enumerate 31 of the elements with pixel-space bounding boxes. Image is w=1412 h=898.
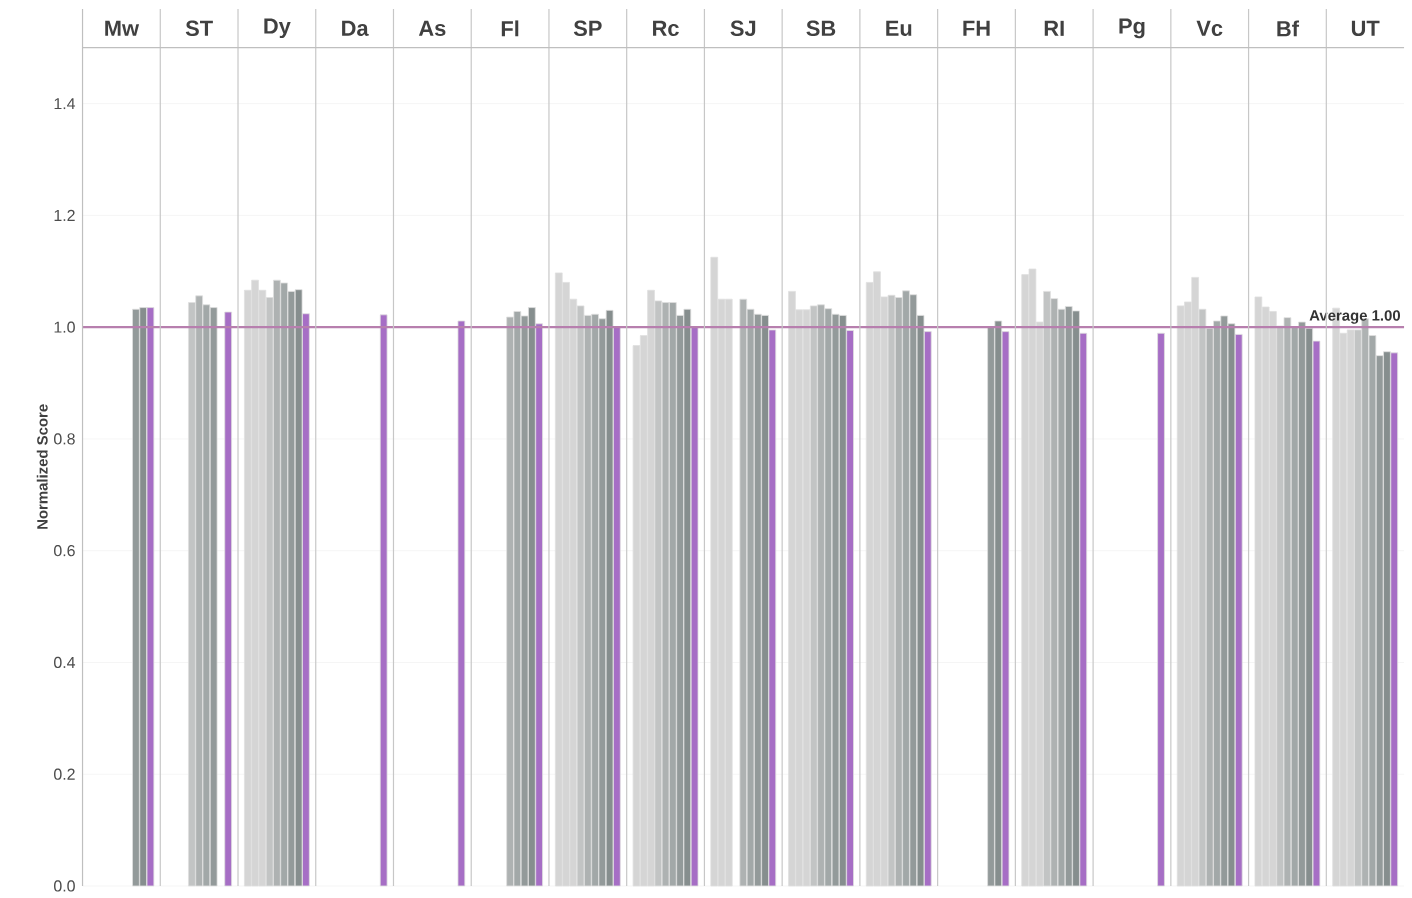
y-axis-title: Normalized Score — [36, 404, 48, 529]
x-tick-label: As — [418, 20, 446, 36]
x-tick-label: FH — [963, 20, 990, 36]
y-tick-label: 0.0 — [54, 880, 75, 892]
bar — [457, 320, 466, 887]
x-tick-label: SJ — [730, 20, 756, 36]
x-tick-label: Dy — [264, 18, 291, 38]
x-tick-label: Pg — [1119, 18, 1145, 39]
x-tick-label: Da — [342, 20, 369, 36]
x-tick-label: SP — [573, 20, 602, 36]
x-tick-label: SB — [806, 20, 836, 36]
x-tick-label: Mw — [105, 20, 140, 36]
y-tick-label: 0.2 — [54, 768, 75, 780]
x-tick-label: Eu — [886, 20, 912, 36]
ref-line-label: Average 1.00 — [1309, 310, 1401, 324]
x-tick-label: ST — [185, 20, 213, 36]
x-tick-label: UT — [1351, 20, 1380, 36]
y-tick-label: 0.4 — [54, 656, 76, 668]
y-tick-label: 0.8 — [54, 433, 75, 445]
bar — [224, 311, 232, 887]
x-tick-label: RI — [1044, 20, 1064, 36]
bar — [379, 314, 388, 887]
x-tick-label: Rc — [653, 20, 679, 36]
x-tick-label: Vc — [1196, 20, 1223, 36]
x-tick-label: Fl — [501, 20, 519, 37]
y-tick-label: 1.0 — [54, 321, 75, 333]
y-tick-label: 1.2 — [54, 209, 75, 221]
x-tick-label: Bf — [1277, 20, 1300, 37]
y-tick-label: 1.4 — [54, 98, 76, 109]
y-tick-label: 0.6 — [54, 544, 75, 557]
bar — [1157, 332, 1165, 887]
